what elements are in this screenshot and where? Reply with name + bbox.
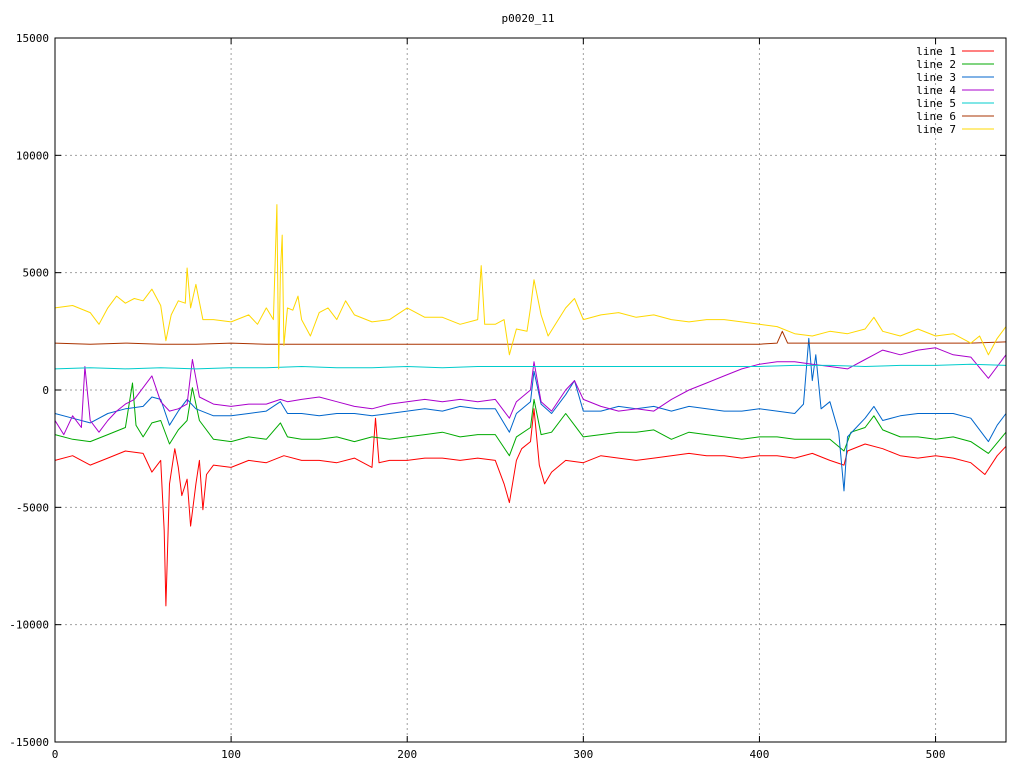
- series-line-6: [54, 330, 1007, 345]
- x-axis: 0 100 200 300 400 500: [52, 38, 946, 761]
- y-tick-label: 0: [42, 384, 49, 397]
- series-line-7: [54, 204, 1007, 370]
- legend-label: line 5: [916, 97, 956, 110]
- series-line-4: [54, 347, 1007, 436]
- legend-label: line 7: [916, 123, 956, 136]
- series-layer: [54, 204, 1007, 607]
- series-line-5: [54, 363, 1007, 370]
- series-line-3: [54, 337, 1007, 492]
- y-tick-label: 5000: [23, 267, 50, 280]
- x-tick-label: 200: [397, 748, 417, 761]
- y-axis: -15000 -10000 -5000 0 5000 10000 15000: [9, 32, 1006, 749]
- y-tick-label: -5000: [16, 501, 49, 514]
- legend-label: line 2: [916, 58, 956, 71]
- legend-label: line 3: [916, 71, 956, 84]
- chart-title: p0020_11: [502, 12, 555, 25]
- y-tick-label: -10000: [9, 619, 49, 632]
- legend-label: line 1: [916, 45, 956, 58]
- legend-label: line 6: [916, 110, 956, 123]
- x-tick-label: 100: [221, 748, 241, 761]
- y-tick-label: 15000: [16, 32, 49, 45]
- y-tick-label: -15000: [9, 736, 49, 749]
- x-tick-label: 400: [750, 748, 770, 761]
- series-line-2: [54, 382, 1007, 457]
- x-tick-label: 500: [926, 748, 946, 761]
- x-tick-label: 300: [573, 748, 593, 761]
- legend-label: line 4: [916, 84, 956, 97]
- x-tick-label: 0: [52, 748, 59, 761]
- y-tick-label: 10000: [16, 149, 49, 162]
- series-line-1: [54, 408, 1007, 607]
